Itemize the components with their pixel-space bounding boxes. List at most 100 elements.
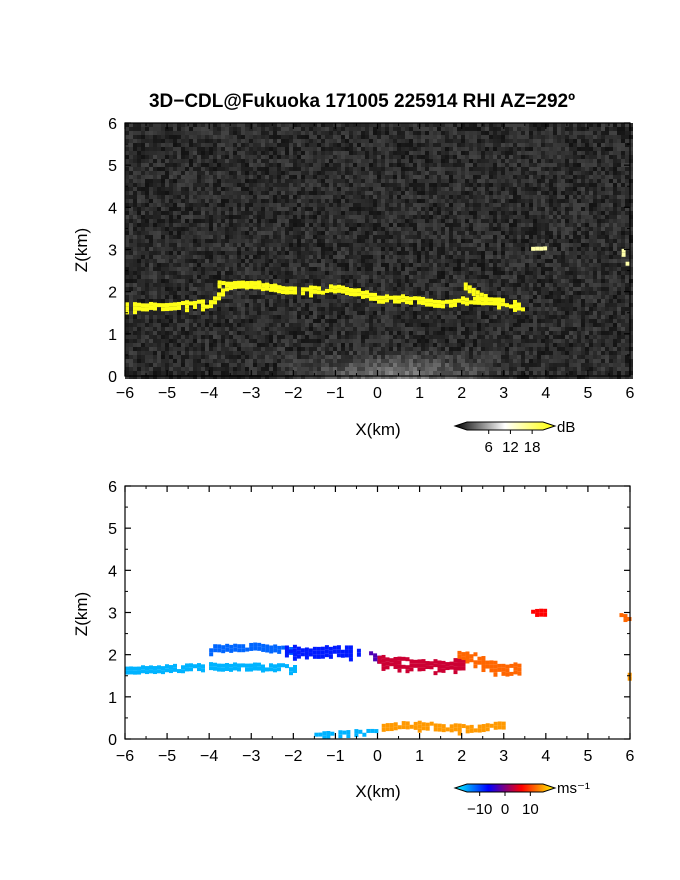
echo-pixel [425,298,429,303]
echo-pixel [201,664,205,669]
echo-pixel [133,302,137,307]
echo-pixel [169,306,173,311]
x-tick-label: 4 [541,385,550,402]
echo-pixel [289,290,293,295]
echo-pixel [493,664,498,669]
echo-pixel [161,303,165,308]
velocity-colorbar: −10 0 10 [453,783,557,818]
echo-pixel [181,301,185,306]
echo-pixel [245,647,250,652]
echo-pixel [221,649,226,654]
y-tick-label: 2 [108,648,117,665]
echo-pixel [479,296,484,301]
echo-pixel [365,294,369,299]
echo-pixel [481,728,486,733]
echo-pixel [449,299,453,304]
echo-pixel [233,647,238,652]
echo-pixel [281,645,286,650]
echo-pixel [189,301,193,306]
echo-pixel [477,300,481,305]
intensity-noise-background [125,123,633,379]
echo-pixel [543,612,548,617]
echo-pixel [149,665,153,670]
echo-pixel [509,671,514,676]
echo-pixel [249,284,254,289]
echo-pixel [485,301,489,306]
echo-pixel [336,645,341,650]
echo-pixel [265,648,270,653]
echo-pixel [332,649,337,654]
echo-pixel [125,302,129,307]
echo-pixel [497,663,502,668]
echo-pixel [209,300,213,305]
echo-pixel [273,668,277,673]
echo-pixel [493,660,498,665]
echo-pixel [481,660,486,665]
echo-pixel [433,299,437,304]
echo-pixel [277,289,281,294]
echo-pixel [623,618,628,623]
echo-pixel [213,662,217,667]
echo-pixel [301,291,305,296]
echo-pixel [429,661,434,666]
echo-pixel [357,292,361,297]
y-tick-label: 6 [108,479,117,496]
echo-pixel [201,299,205,304]
echo-pixel [465,301,469,306]
echo-pixel [421,296,425,301]
echo-pixel [497,667,502,672]
echo-pixel [485,664,490,669]
echo-pixel [493,297,497,302]
echo-pixel [461,656,466,661]
x-tick-label: 2 [457,748,466,765]
echo-pixel [356,648,361,653]
intensity-ylabel: Z(km) [72,228,91,272]
echo-pixel [405,300,409,305]
echo-pixel [409,724,414,729]
echo-pixel [513,299,517,304]
colorbar-tick-label: 10 [522,801,539,818]
echo-pixel [181,665,185,670]
echo-pixel [296,654,301,659]
echo-pixel [165,664,169,669]
echo-pixel [249,280,254,285]
echo-pixel [229,285,233,290]
echo-pixel [285,664,289,669]
echo-pixel [354,733,359,738]
echo-pixel [169,669,173,674]
echo-pixel [397,660,402,665]
echo-pixel [489,301,493,306]
echo-pixel [377,655,382,660]
echo-pixel [471,288,476,293]
echo-pixel [493,725,498,730]
echo-pixel [621,248,626,253]
echo-pixel [249,663,253,668]
echo-pixel [501,663,506,668]
echo-pixel [257,646,262,651]
echo-pixel [517,663,522,668]
echo-pixel [316,646,321,651]
echo-pixel [265,286,269,291]
echo-pixel [289,646,294,651]
echo-pixel [237,644,242,649]
echo-pixel [513,307,517,312]
echo-pixel [441,724,446,729]
echo-pixel [405,721,410,726]
echo-pixel [137,666,141,671]
echo-pixel [217,296,221,301]
echo-pixel [281,290,285,295]
echo-pixel [304,655,309,660]
echo-pixel [517,671,522,676]
echo-pixel [465,297,469,302]
echo-pixel [328,650,333,655]
x-tick-label: −5 [158,748,176,765]
echo-pixel [377,299,381,304]
echo-pixel [445,299,449,304]
echo-pixel [485,660,490,665]
echo-pixel [273,648,278,653]
echo-pixel [543,246,548,251]
echo-pixel [619,613,624,618]
echo-pixel [338,734,343,739]
echo-pixel [348,653,353,658]
